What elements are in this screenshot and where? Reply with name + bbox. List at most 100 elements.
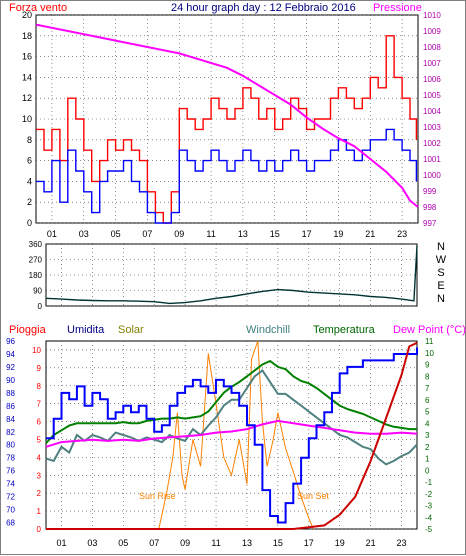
rain-series [46, 341, 418, 530]
pressure-tick-label: 1007 [423, 59, 441, 68]
wind-speed-tick-label: 18 [22, 31, 32, 41]
rain-tick-label: 4 [37, 453, 42, 462]
rain-tick-label: 2 [37, 489, 42, 498]
temperature-tick-label: 4 [425, 419, 430, 428]
rain-tick-label: 8 [37, 382, 42, 391]
pressure-tick-label: 1002 [423, 139, 441, 148]
chart-title: 24 hour graph day : 12 Febbraio 2016 [171, 2, 356, 14]
hour-tick-label: 03 [79, 229, 89, 239]
humidity-tick-label: 68 [6, 519, 15, 528]
wind-speed-axis-label: Forza vento [9, 2, 67, 14]
pressure-tick-label: 1001 [423, 155, 441, 164]
humidity-temperature-chart: 0123456789106870727476788082848688909294… [6, 324, 466, 548]
pressure-tick-label: 997 [423, 219, 437, 228]
pressure-tick-label: 1005 [423, 91, 441, 100]
hour-tick-label: 07 [149, 538, 159, 548]
pressure-tick-label: 1004 [423, 107, 441, 116]
rain-tick-label: 7 [37, 400, 42, 409]
temperature-tick-label: 9 [425, 361, 430, 370]
solar-series [158, 340, 314, 530]
humidity-temperature-legend: Pioggia Umidita Solar Windchill Temperatura D… [9, 324, 466, 336]
wind-speed-tick-label: 2 [27, 197, 32, 207]
compass-label: S [437, 267, 444, 279]
pressure-axis-label: Pressione [373, 2, 422, 14]
temperature-tick-label: 5 [425, 408, 430, 417]
humidity-tick-label: 88 [6, 389, 15, 398]
hour-tick-label: 23 [397, 229, 407, 239]
legend-label: Windchill [246, 324, 290, 336]
direction-tick-label: 0 [38, 302, 43, 311]
humidity-tick-label: 72 [6, 493, 15, 502]
pressure-tick-label: 1009 [423, 27, 441, 36]
hour-tick-label: 17 [304, 538, 314, 548]
wind-direction-series [45, 245, 418, 305]
temperature-tick-label: 7 [425, 384, 430, 393]
wind-speed-tick-label: 10 [22, 114, 32, 124]
humidity-tick-label: 80 [6, 441, 15, 450]
pressure-tick-label: 1008 [423, 43, 441, 52]
dew-point-series [45, 419, 418, 448]
wind-speed-tick-label: 0 [27, 218, 32, 228]
hour-tick-label: 01 [47, 229, 57, 239]
humidity-temperature-tick-labels: 0123456789106870727476788082848688909294… [6, 337, 434, 548]
hour-tick-label: 19 [333, 229, 343, 239]
hour-tick-label: 17 [302, 229, 312, 239]
temperature-tick-label: 10 [425, 349, 434, 358]
wind-pressure-chart: 0 2 4 6 8 10 12 14 16 18 20 997 998 999 1000 1001 1002 10… [9, 2, 441, 239]
humidity-temperature-grid [46, 341, 417, 530]
humidity-series [46, 347, 418, 524]
temperature-tick-label: 0 [425, 466, 430, 475]
temperature-tick-label: 6 [425, 396, 430, 405]
humidity-tick-label: 76 [6, 467, 15, 476]
rain-tick-label: 9 [37, 364, 42, 373]
hour-tick-label: 11 [211, 538, 220, 548]
pressure-tick-label: 1003 [423, 123, 441, 132]
pressure-tick-label: 998 [423, 203, 437, 212]
compass-label: E [437, 280, 444, 292]
wind-pressure-tick-labels: 0 2 4 6 8 10 12 14 16 18 20 997 998 999 1000 1001 1002 10… [22, 10, 441, 239]
legend-label: Solar [118, 324, 144, 336]
hour-tick-label: 13 [242, 538, 252, 548]
wind-speed-tick-label: 20 [22, 10, 32, 20]
wind-direction-plot-area [45, 243, 418, 307]
wind-direction-series [45, 245, 418, 305]
hour-tick-label: 21 [365, 229, 375, 239]
wind-speed-tick-label: 16 [22, 52, 32, 62]
wind-speed-tick-label: 4 [27, 176, 32, 186]
humidity-temperature-plot-area [45, 340, 418, 530]
rain-tick-label: 10 [32, 346, 41, 355]
temperature-tick-label: 11 [425, 337, 434, 346]
rain-tick-label: 1 [37, 507, 42, 516]
pressure-tick-label: 999 [423, 187, 437, 196]
humidity-tick-label: 94 [6, 350, 15, 359]
rain-tick-label: 0 [37, 525, 42, 534]
wind-speed-tick-label: 14 [22, 72, 32, 82]
temperature-tick-label: -2 [425, 490, 433, 499]
direction-tick-label: 90 [33, 287, 42, 296]
rain-tick-label: 3 [37, 471, 42, 480]
direction-tick-label: 360 [29, 240, 43, 249]
temperature-tick-label: -1 [425, 478, 433, 487]
legend-label: Temperatura [313, 324, 376, 336]
humidity-tick-label: 96 [6, 337, 15, 346]
pressure-tick-label: 1010 [423, 11, 441, 20]
legend-label: Pioggia [9, 324, 47, 336]
hour-tick-label: 09 [180, 538, 190, 548]
humidity-tick-label: 90 [6, 376, 15, 385]
wind-pressure-series [35, 23, 419, 224]
hour-tick-label: 23 [397, 538, 407, 548]
wind-speed-series [36, 35, 418, 224]
hour-tick-label: 03 [87, 538, 97, 548]
direction-tick-label: 270 [29, 256, 43, 265]
hour-tick-label: 13 [238, 229, 248, 239]
humidity-tick-label: 74 [6, 480, 15, 489]
rain-tick-label: 5 [37, 435, 42, 444]
hour-tick-label: 01 [56, 538, 66, 548]
temperature-tick-label: 3 [425, 431, 430, 440]
hour-tick-label: 15 [273, 538, 283, 548]
rain-tick-label: 6 [37, 418, 42, 427]
sunset-annotation: Sun Set [297, 491, 330, 501]
humidity-tick-label: 86 [6, 402, 15, 411]
temperature-tick-label: -4 [425, 513, 433, 522]
